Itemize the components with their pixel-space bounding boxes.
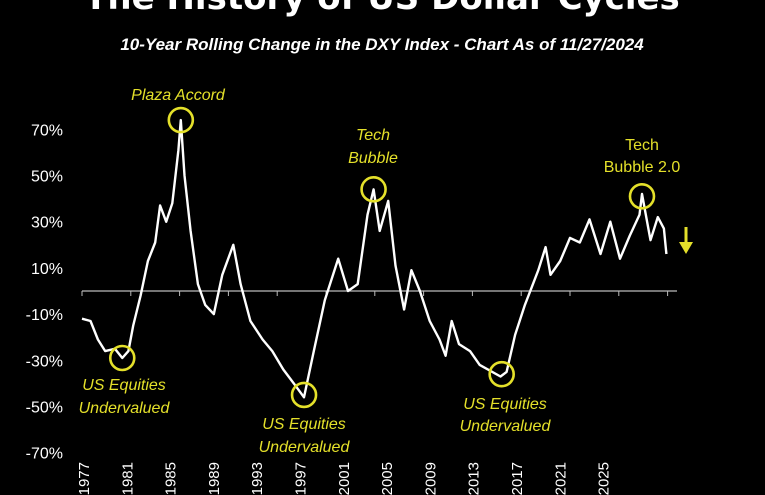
annotation-label: Bubble 2.0 — [604, 159, 681, 176]
highlight-circle — [108, 344, 136, 372]
arrow-head — [679, 242, 693, 254]
annotation: Tech Bubble — [348, 127, 398, 203]
highlight-circle — [360, 176, 387, 203]
annotation-label: US Equities — [82, 377, 166, 394]
x-tick-label: 2009 — [422, 462, 439, 495]
chart-title: The History of US Dollar Cycles — [84, 0, 680, 18]
highlight-circle — [628, 182, 656, 210]
highlight-circle — [167, 106, 195, 134]
annotation: Plaza Accord — [131, 87, 226, 134]
x-tick-label: 1993 — [249, 462, 266, 495]
x-tick-label: 1985 — [163, 462, 180, 495]
annotation-label: Plaza Accord — [131, 87, 226, 104]
highlight-circle — [488, 360, 515, 388]
y-tick-label: -70% — [26, 446, 63, 463]
annotation-label: Undervalued — [259, 439, 351, 456]
y-tick-label: -10% — [26, 307, 63, 324]
annotation-label: US Equities — [262, 416, 346, 433]
x-tick-label: 2005 — [379, 462, 396, 495]
annotation-label: Bubble — [348, 150, 398, 167]
x-tick-label: 2021 — [552, 462, 569, 495]
y-tick-label: -50% — [26, 400, 63, 417]
x-tick-label: 1981 — [119, 462, 136, 495]
annotation-label: US Equities — [463, 396, 547, 413]
down-arrow-icon — [679, 227, 693, 254]
x-tick-label: 2025 — [596, 462, 613, 495]
annotation: US Equities Undervalued — [460, 360, 552, 435]
annotation: US Equities Undervalued — [79, 344, 171, 417]
x-tick-label: 2001 — [336, 462, 353, 495]
highlight-circle — [290, 381, 318, 409]
y-tick-label: 10% — [31, 261, 63, 278]
y-tick-label: 50% — [31, 169, 63, 186]
x-tick-label: 1977 — [76, 462, 93, 495]
x-tick-label: 2017 — [509, 462, 526, 495]
series-line — [81, 118, 668, 399]
y-tick-label: -30% — [26, 353, 63, 370]
x-tick-label: 1997 — [293, 462, 310, 495]
annotation-label: Tech — [625, 137, 659, 154]
y-tick-label: 30% — [31, 215, 63, 232]
y-tick-label: 70% — [31, 122, 63, 139]
chart-subtitle: 10-Year Rolling Change in the DXY Index … — [120, 35, 644, 54]
annotation-label: Undervalued — [79, 400, 171, 417]
annotation: Tech Bubble 2.0 — [604, 137, 681, 210]
x-tick-label: 2013 — [466, 462, 483, 495]
annotation-label: Undervalued — [460, 418, 552, 435]
x-tick-label: 1989 — [206, 462, 223, 495]
annotation: US Equities Undervalued — [259, 381, 351, 456]
annotation-label: Tech — [356, 127, 390, 144]
